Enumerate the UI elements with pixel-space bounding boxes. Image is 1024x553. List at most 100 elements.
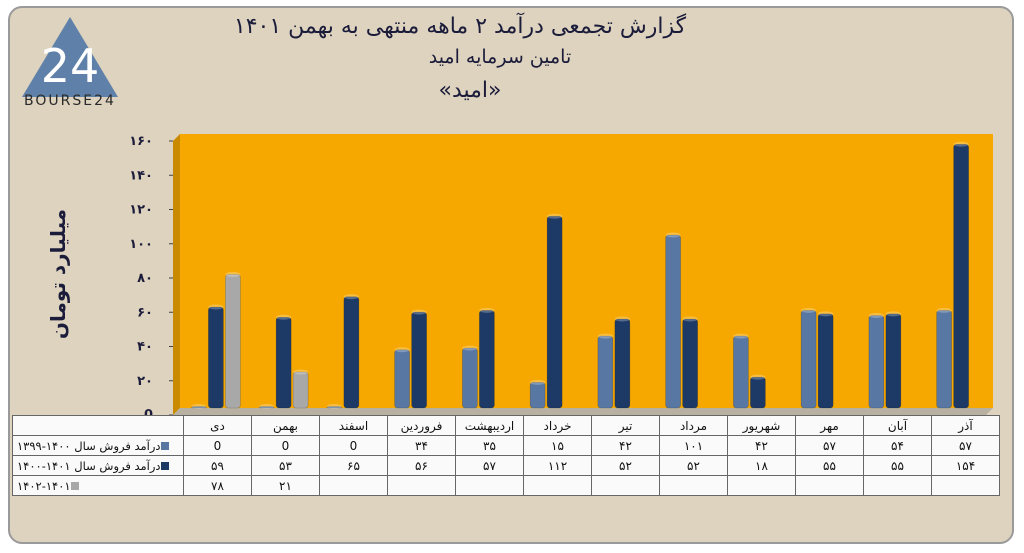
data-table: دی بهمن اسفند فروردین اردیبهشت خرداد تیر… [12,415,1000,496]
series-3-value [591,475,660,496]
series-1-value: ۵۴ [863,435,932,456]
series-3-value [319,475,388,496]
series-1-value: ۱۵ [523,435,592,456]
bar-top-series-1 [191,404,207,409]
category-label: اسفند [319,415,388,436]
series-2-value: ۱۱۲ [523,455,592,476]
bar-series-1 [258,406,275,409]
bar-series-1 [665,234,681,409]
series-2-value: ۵۲ [591,455,660,476]
series-1-name: درآمد فروش سال ۱۴۰۰-۱۳۹۹ [17,438,161,453]
bourse24-logo: 24 [22,17,118,97]
bar-series-1 [529,382,546,409]
series-1-value: ۱۰۱ [659,435,728,456]
series-2-value: ۵۹ [183,455,252,476]
bar-series-1 [868,315,885,409]
series-3-value: ۷۸ [183,475,252,496]
series-3-value [523,475,592,496]
ticker-symbol: «امید» [438,78,502,103]
y-tick-label: ۶۰ [137,305,153,320]
bar-series-1 [800,310,817,409]
bar-series-3 [292,371,309,409]
series-2-value: ۱۵۴ [931,455,1000,476]
bar-top-series-1 [936,307,952,313]
bar-top-series-2 [276,314,292,320]
bar-top-series-3 [225,271,241,277]
series-2-name: درآمد فروش سال ۱۴۰۱-۱۴۰۰ [17,458,161,473]
bar-series-2 [682,318,698,409]
bar-top-series-2 [343,294,359,300]
bar-series-2 [208,306,224,409]
bar-series-2 [817,313,834,409]
series-2-value: ۵۶ [387,455,456,476]
bar-series-2 [546,215,563,409]
table-header-row: دی بهمن اسفند فروردین اردیبهشت خرداد تیر… [12,415,1000,436]
category-label: آبان [863,415,932,436]
bar-top-series-1 [733,333,749,339]
y-tick-label: ۸۰ [137,271,153,286]
plot-side-wall [173,134,180,415]
logo-text: BOURSE24 [24,93,116,109]
bar-top-series-2 [547,213,563,219]
bar-top-series-1 [259,404,275,409]
category-label: اردیبهشت [455,415,524,436]
bar-top-series-3 [293,369,309,375]
series-2-value: ۵۷ [455,455,524,476]
y-tick-label: ۴۰ [137,340,153,355]
series-3-value [387,475,456,496]
series-2-value: ۱۸ [727,455,796,476]
bar-series-2 [479,310,495,409]
chart-title: گزارش تجمعی درآمد ۲ ماهه منتهی به بهمن ۱… [233,14,687,39]
series-1-value: 0 [251,435,320,456]
y-tick-label: ۱۴۰ [129,168,153,183]
series-1-value: ۳۴ [387,435,456,456]
y-tick-label: ۱۶۰ [129,134,153,149]
series-2-value: ۶۵ [319,455,388,476]
table-row-series-3: ۱۴۰۲-۱۴۰۱ ۷۸ ۲۱ [12,475,1000,496]
bar-top-series-1 [868,313,884,319]
bar-series-2 [750,376,766,409]
bar-series-2 [411,311,427,409]
category-label: آذر [931,415,1000,436]
bar-series-1 [326,406,343,409]
series-3-value: ۲۱ [251,475,320,496]
category-label: فروردین [387,415,456,436]
series-2-swatch [160,462,169,470]
bar-series-1 [462,347,478,409]
category-label: بهمن [251,415,320,436]
series-3-value [455,475,524,496]
bar-series-3 [225,274,241,409]
y-tick-label: ۱۰۰ [129,237,153,252]
series-1-swatch [160,442,169,450]
series-1-legend: درآمد فروش سال ۱۴۰۰-۱۳۹۹ [12,435,184,456]
bar-top-series-1 [530,379,546,385]
series-3-swatch [70,482,79,490]
series-3-value [659,475,728,496]
series-1-value: 0 [319,435,388,456]
bar-series-1 [597,335,614,409]
series-2-value: ۵۳ [251,455,320,476]
category-label: شهریور [727,415,796,436]
bar-top-series-1 [462,345,478,351]
bar-series-2 [885,313,902,409]
bar-series-2 [275,316,292,409]
bar-top-series-2 [750,374,766,380]
bar-top-series-2 [411,309,427,315]
table-row-series-2: درآمد فروش سال ۱۴۰۱-۱۴۰۰ ۵۹ ۵۳ ۶۵ ۵۶ ۵۷ … [12,455,1000,476]
series-2-value: ۵۲ [659,455,728,476]
bar-series-1 [733,335,749,409]
series-3-value [931,475,1000,496]
plot-floor [173,408,993,415]
series-3-value [795,475,864,496]
series-1-value: ۵۷ [795,435,864,456]
bar-top-series-1 [394,347,410,353]
bar-top-series-2 [885,311,901,317]
bar-series-1 [936,310,952,409]
series-1-value: ۴۲ [591,435,660,456]
plot-background [180,134,993,408]
category-label: خرداد [523,415,592,436]
series-1-value: ۴۲ [727,435,796,456]
bar-series-2 [953,143,969,409]
bar-series-1 [394,349,410,409]
y-tick-label: ۲۰ [137,374,153,389]
